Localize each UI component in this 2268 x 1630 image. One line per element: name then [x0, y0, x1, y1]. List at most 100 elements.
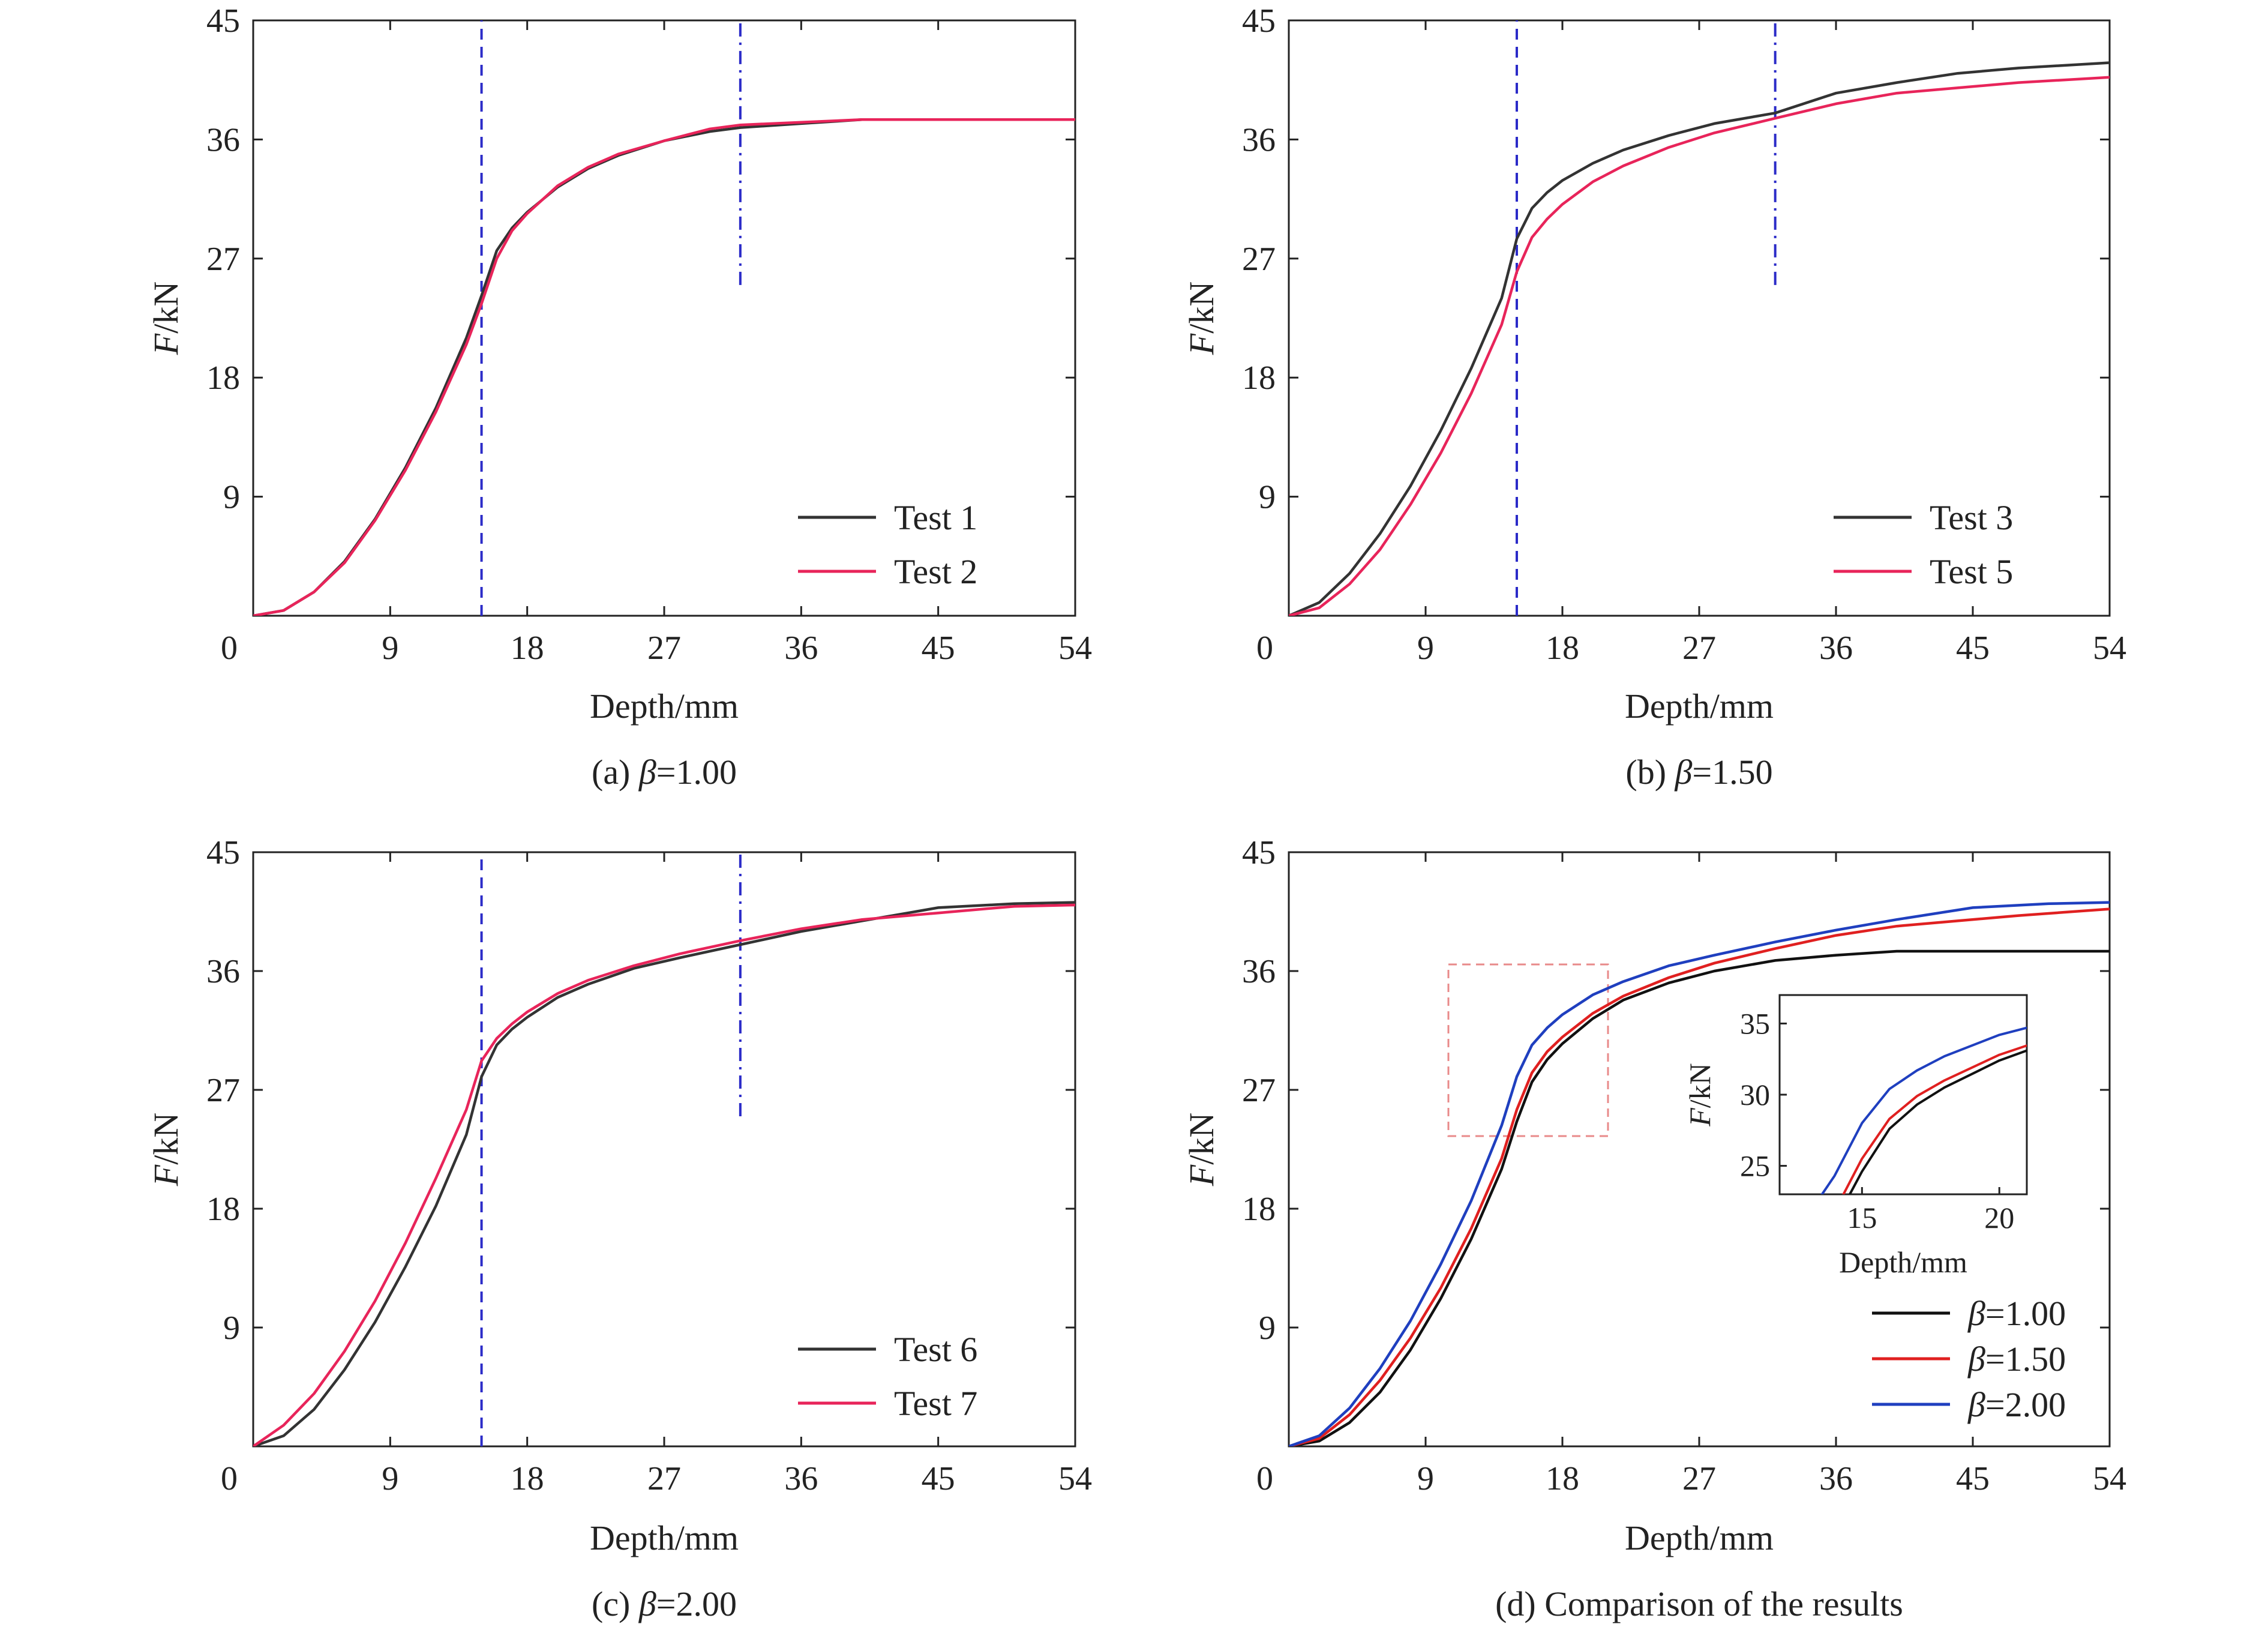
- legend-label-symbol: β: [1967, 1294, 1985, 1333]
- x-tick-label: 27: [647, 1460, 681, 1497]
- y-tick-label: 36: [206, 121, 240, 158]
- series-line-1: [1289, 61, 2110, 616]
- caption-prefix: (d) Comparison of the results: [1495, 1584, 1903, 1623]
- legend: β=1.00β=1.50β=2.00: [1872, 1294, 2066, 1424]
- x-tick-label: 9: [382, 630, 398, 667]
- x-axis-label: Depth/mm: [1625, 1518, 1774, 1557]
- y-axis-label: F/kN: [1182, 281, 1221, 355]
- x-tick-label: 45: [922, 630, 955, 667]
- y-tick-label: 36: [206, 953, 240, 990]
- x-tick-label: 27: [1682, 1460, 1716, 1497]
- inset-y-axis-label-unit: /kN: [1683, 1063, 1717, 1108]
- y-axis-label: F/kN: [1182, 1113, 1221, 1186]
- legend-label: Test 6: [894, 1330, 977, 1369]
- x-tick-label: 18: [511, 630, 544, 667]
- x-tick-label: 0: [1256, 630, 1273, 667]
- inset-y-tick-label: 30: [1740, 1078, 1770, 1111]
- inset-y-axis-label: F/kN: [1683, 1063, 1717, 1127]
- x-tick-label: 0: [1256, 1460, 1273, 1497]
- inset-y-tick-label: 25: [1740, 1149, 1770, 1183]
- x-tick-label: 36: [784, 1460, 818, 1497]
- y-tick-label: 9: [223, 1310, 240, 1347]
- x-axis-label: Depth/mm: [590, 687, 739, 726]
- inset-chart: 15 20 25 30 35 Depth/mm F/kN: [1683, 994, 2028, 1279]
- legend-label-value: =1.50: [1985, 1340, 2066, 1379]
- series-line-1: [253, 901, 1075, 1446]
- x-tick-label: 9: [382, 1460, 398, 1497]
- legend-label: Test 2: [894, 552, 977, 591]
- x-tick-label: 9: [1417, 1460, 1434, 1497]
- panel-a: 0 9 18 27 36 45 54 9 18 27 36 45 Test 1 Test 2 Depth…: [146, 2, 1092, 792]
- x-tick-label: 9: [1417, 630, 1434, 667]
- x-tick-label: 54: [1058, 630, 1092, 667]
- caption-symbol: β: [638, 753, 656, 792]
- series-lines: [1289, 901, 2110, 1446]
- panel-caption: (c) β=2.00: [592, 1584, 737, 1623]
- y-tick-label: 27: [1242, 1072, 1276, 1109]
- y-axis-label-symbol: F: [146, 1164, 185, 1186]
- y-tick-label: 18: [206, 1191, 240, 1228]
- axis-ticks: 0 9 18 27 36 45 54 9 18 27 36 45: [1242, 834, 2126, 1497]
- legend-label: Test 5: [1930, 552, 2013, 591]
- y-tick-label: 9: [1259, 479, 1276, 516]
- inset-axis-ticks: 15 20 25 30 35: [1740, 1006, 2014, 1235]
- y-axis-label: F/kN: [146, 281, 185, 355]
- inset-x-tick-label: 15: [1847, 1201, 1877, 1235]
- panel-c: 0 9 18 27 36 45 54 9 18 27 36 45 Test 6 Test 7 Depth…: [146, 834, 1092, 1623]
- x-tick-label: 45: [1956, 630, 1990, 667]
- y-tick-label: 9: [1259, 1310, 1276, 1347]
- legend-label: Test 1: [894, 498, 977, 537]
- caption-symbol: β: [1675, 753, 1693, 792]
- x-tick-label: 18: [1546, 630, 1579, 667]
- inset-series-line-1: [1848, 1049, 2027, 1194]
- y-tick-label: 45: [1242, 2, 1276, 40]
- inset-frame: [1778, 994, 2028, 1195]
- series-line-2: [253, 118, 1075, 616]
- legend-label-value: =2.00: [1985, 1385, 2066, 1424]
- legend-label: Test 3: [1930, 498, 2013, 537]
- legend-label: β=2.00: [1967, 1385, 2066, 1424]
- y-axis-label-symbol: F: [1182, 1164, 1221, 1186]
- caption-suffix: =1.00: [656, 753, 737, 792]
- x-tick-label: 45: [922, 1460, 955, 1497]
- x-tick-label: 54: [1058, 1460, 1092, 1497]
- y-tick-label: 27: [206, 1072, 240, 1109]
- y-axis-label-symbol: F: [1182, 333, 1221, 355]
- series-line-2: [1289, 907, 2110, 1446]
- series-lines: [253, 901, 1075, 1446]
- series-line-1: [1289, 949, 2110, 1446]
- legend-label: Test 7: [894, 1384, 977, 1423]
- y-tick-label: 18: [206, 359, 240, 397]
- y-axis-label-unit: /kN: [146, 1113, 185, 1165]
- legend-label-symbol: β: [1967, 1340, 1985, 1379]
- x-tick-label: 36: [1819, 1460, 1853, 1497]
- reference-lines: [480, 20, 742, 616]
- x-tick-label: 27: [1682, 630, 1716, 667]
- inset-y-axis-label-symbol: F: [1683, 1108, 1717, 1127]
- y-tick-label: 36: [1242, 121, 1276, 158]
- series-line-2: [253, 903, 1075, 1446]
- y-axis-label-unit: /kN: [1182, 1113, 1221, 1165]
- y-tick-label: 9: [223, 479, 240, 516]
- series-line-1: [253, 118, 1075, 616]
- inset-x-tick-label: 20: [1984, 1201, 2014, 1235]
- x-tick-label: 18: [1546, 1460, 1579, 1497]
- legend: Test 3 Test 5: [1834, 498, 2013, 591]
- axis-ticks: 0 9 18 27 36 45 54 9 18 27 36 45: [206, 2, 1092, 667]
- y-tick-label: 36: [1242, 953, 1276, 990]
- x-axis-label: Depth/mm: [1625, 687, 1774, 726]
- reference-lines: [1516, 20, 1777, 616]
- series-lines: [253, 118, 1075, 616]
- axis-ticks: 0 9 18 27 36 45 54 9 18 27 36 45: [206, 834, 1092, 1497]
- legend-label: β=1.00: [1967, 1294, 2066, 1333]
- caption-prefix: (b): [1625, 753, 1675, 792]
- panel-caption: (d) Comparison of the results: [1495, 1584, 1903, 1623]
- caption-suffix: =1.50: [1692, 753, 1772, 792]
- inset-y-tick-label: 35: [1740, 1006, 1770, 1040]
- legend-label: β=1.50: [1967, 1340, 2066, 1379]
- x-tick-label: 36: [1819, 630, 1853, 667]
- caption-prefix: (c): [592, 1584, 639, 1623]
- panel-caption: (b) β=1.50: [1625, 753, 1772, 792]
- reference-lines: [480, 852, 742, 1446]
- y-axis-label-unit: /kN: [1182, 281, 1221, 334]
